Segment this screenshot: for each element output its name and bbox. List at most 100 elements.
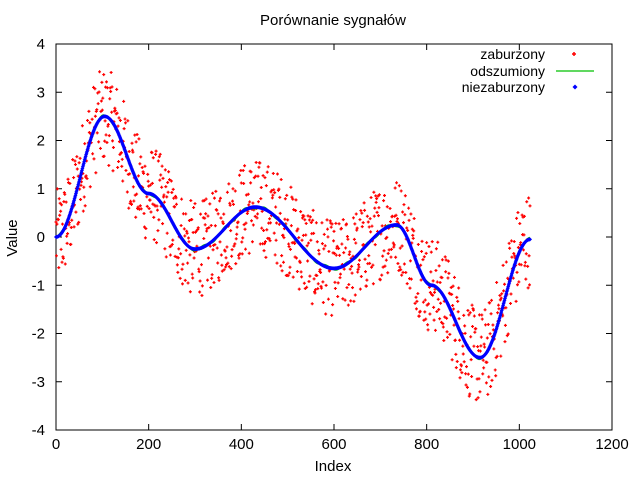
noisy-point	[427, 302, 431, 306]
noisy-point	[462, 360, 466, 364]
noisy-point	[134, 215, 138, 219]
y-tick-label: -4	[32, 422, 45, 439]
noisy-point	[422, 255, 426, 259]
noisy-point	[338, 276, 342, 280]
noisy-point	[343, 298, 347, 302]
noisy-point	[317, 252, 321, 256]
noisy-point	[194, 229, 198, 233]
noisy-point	[410, 227, 414, 231]
noisy-point	[461, 344, 465, 348]
noisy-point	[314, 221, 318, 225]
noisy-point	[397, 269, 401, 273]
noisy-point	[362, 201, 366, 205]
noisy-point	[279, 178, 283, 182]
noisy-point	[446, 259, 450, 263]
noisy-point	[154, 152, 158, 156]
noisy-point	[80, 124, 84, 128]
noisy-point	[321, 300, 325, 304]
noisy-point	[466, 308, 470, 312]
noisy-point	[469, 358, 473, 362]
noisy-point	[121, 179, 125, 183]
noisy-point	[232, 244, 236, 248]
noisy-point	[85, 177, 89, 181]
noisy-point	[403, 194, 407, 198]
noisy-point	[76, 222, 80, 226]
noisy-point	[386, 251, 390, 255]
noisy-point	[295, 269, 299, 273]
noisy-point	[175, 263, 179, 267]
legend-label: niezaburzony	[462, 79, 545, 95]
noisy-point	[59, 247, 63, 251]
noisy-point	[117, 160, 121, 164]
noisy-point	[339, 226, 343, 230]
noisy-point	[266, 165, 270, 169]
noisy-point	[461, 352, 465, 356]
noisy-point	[400, 273, 404, 277]
noisy-point	[287, 242, 291, 246]
noisy-point	[383, 193, 387, 197]
noisy-point	[324, 312, 328, 316]
noisy-point	[149, 183, 153, 187]
y-tick-label: -3	[32, 374, 45, 391]
noisy-point	[131, 185, 135, 189]
noisy-point	[363, 208, 367, 212]
noisy-point	[428, 291, 432, 295]
noisy-point	[480, 313, 484, 317]
noisy-point	[404, 270, 408, 274]
noisy-point	[75, 167, 79, 171]
noisy-point	[350, 271, 354, 275]
noisy-point	[309, 238, 313, 242]
noisy-point	[288, 265, 292, 269]
noisy-point	[197, 270, 201, 274]
noisy-point	[100, 80, 104, 84]
noisy-point	[81, 209, 85, 213]
noisy-point	[78, 156, 82, 160]
noisy-point	[297, 287, 301, 291]
noisy-point	[218, 240, 222, 244]
noisy-point	[206, 278, 210, 282]
noisy-point	[323, 244, 327, 248]
noisy-point	[492, 347, 496, 351]
noisy-point	[341, 297, 345, 301]
noisy-point	[355, 226, 359, 230]
noisy-point	[501, 263, 505, 267]
noisy-point	[484, 323, 488, 327]
noisy-point	[109, 70, 113, 74]
noisy-point	[257, 165, 261, 169]
noisy-point	[320, 242, 324, 246]
noisy-point	[212, 281, 216, 285]
noisy-point	[367, 254, 371, 258]
noisy-point	[268, 217, 272, 221]
noisy-point	[320, 221, 324, 225]
noisy-point	[191, 276, 195, 280]
noisy-point	[488, 301, 492, 305]
noisy-point	[294, 209, 298, 213]
noisy-point	[489, 312, 493, 316]
noisy-point	[517, 280, 521, 284]
noisy-point	[294, 256, 298, 260]
noisy-point	[463, 324, 467, 328]
noisy-point	[60, 222, 64, 226]
noisy-point	[183, 278, 187, 282]
noisy-point	[405, 282, 409, 286]
noisy-point	[156, 159, 160, 163]
noisy-point	[374, 200, 378, 204]
noisy-point	[388, 206, 392, 210]
noisy-point	[79, 183, 83, 187]
noisy-point	[401, 270, 405, 274]
noisy-point	[262, 228, 266, 232]
noisy-point	[235, 232, 239, 236]
noisy-point	[258, 161, 262, 165]
noisy-point	[199, 212, 203, 216]
noisy-point	[242, 223, 246, 227]
noisy-point	[291, 197, 295, 201]
noisy-point	[405, 226, 409, 230]
noisy-point	[174, 196, 178, 200]
noisy-point	[506, 332, 510, 336]
noisy-point	[419, 278, 423, 282]
noisy-point	[54, 254, 58, 258]
noisy-point	[522, 248, 526, 252]
noisy-point	[431, 279, 435, 283]
noisy-point	[516, 211, 520, 215]
noisy-point	[409, 212, 413, 216]
